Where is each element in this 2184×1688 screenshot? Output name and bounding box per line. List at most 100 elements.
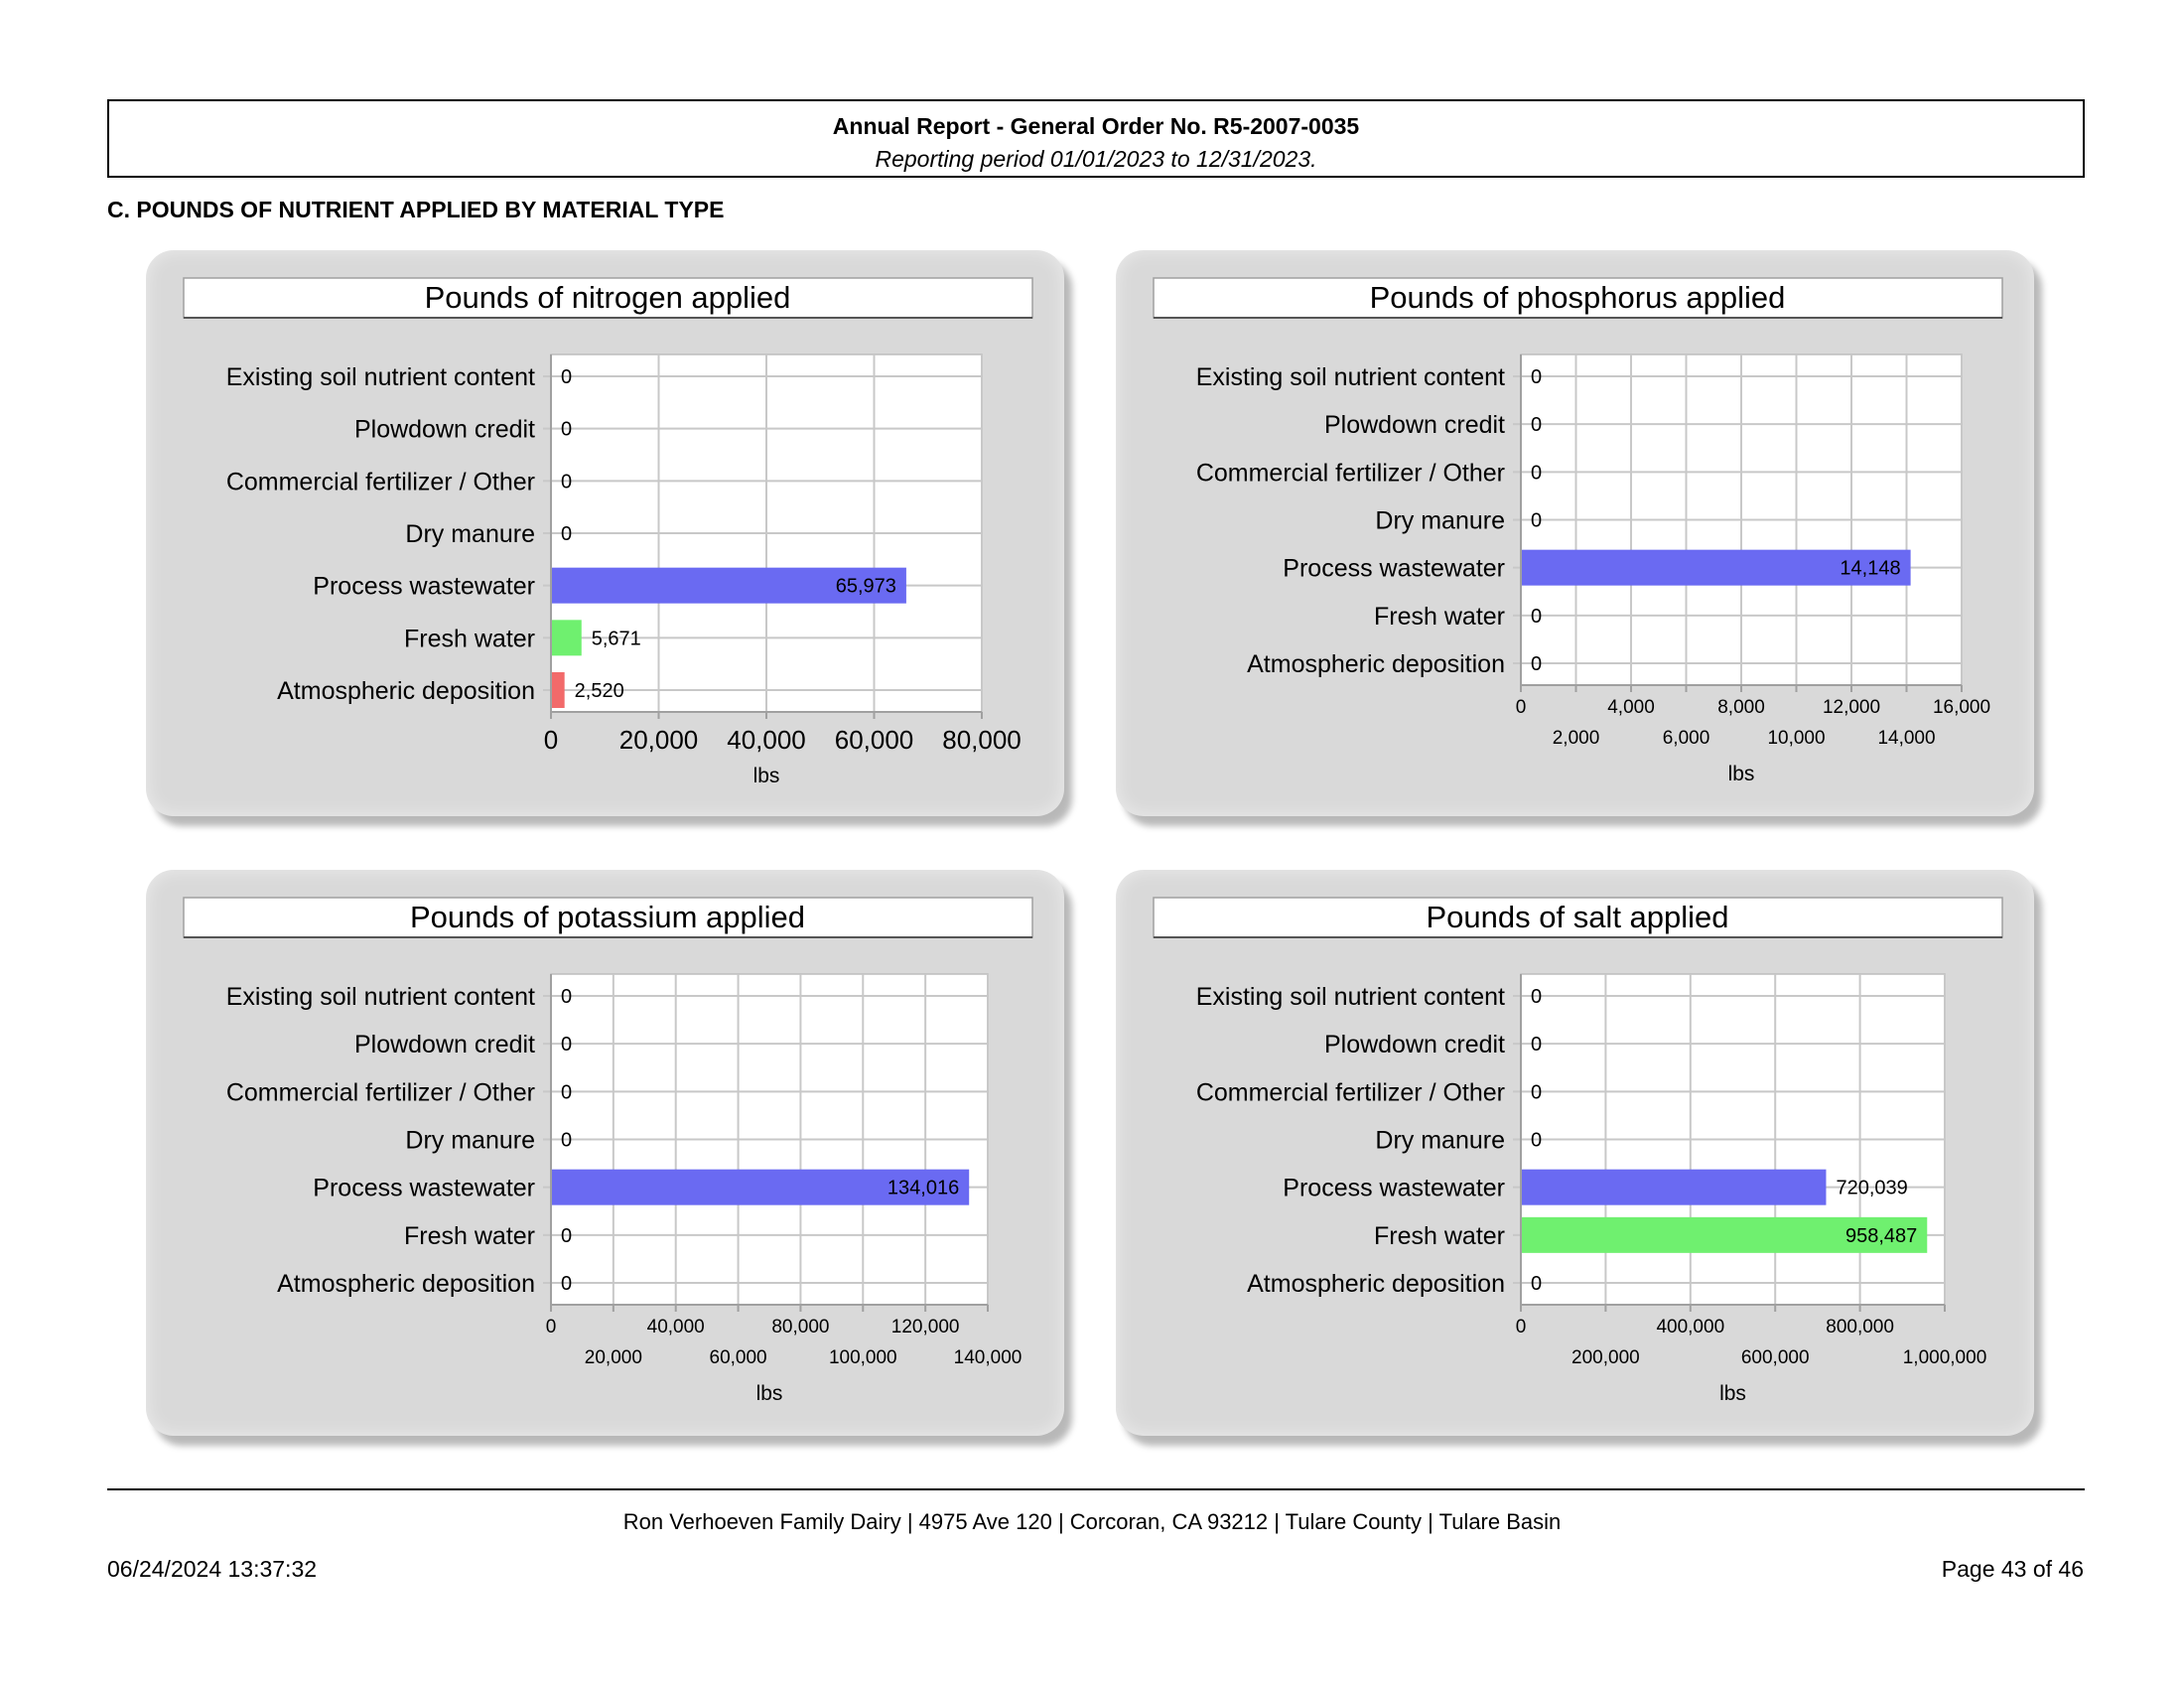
x-tick-label: 6,000: [1663, 728, 1710, 749]
bar-value-label: 14,148: [1840, 558, 1900, 580]
x-tick-label: 100,000: [829, 1347, 897, 1368]
x-tick-label: 400,000: [1656, 1317, 1724, 1337]
chart-title-box: [183, 277, 1033, 319]
category-label: Dry manure: [1375, 507, 1505, 535]
bar-value-label: 2,520: [575, 680, 624, 702]
category-label: Process wastewater: [313, 1175, 535, 1202]
chart-title-box: [1153, 897, 2003, 938]
bar-value-label: 0: [561, 471, 572, 492]
bar-value-label: 0: [561, 1273, 572, 1295]
section-heading: C. POUNDS OF NUTRIENT APPLIED BY MATERIA…: [107, 197, 725, 222]
bar-value-label: 0: [561, 366, 572, 388]
x-tick-label: 0: [546, 1317, 557, 1337]
category-label: Atmospheric deposition: [277, 677, 535, 705]
bar: [551, 567, 906, 604]
bar-value-label: 0: [1531, 1130, 1542, 1152]
bar-value-label: 720,039: [1836, 1178, 1907, 1199]
category-label: Plowdown credit: [354, 1031, 535, 1058]
x-tick-label: 0: [544, 725, 558, 755]
x-tick-label: 140,000: [954, 1347, 1023, 1368]
category-label: Dry manure: [405, 520, 535, 548]
category-label: Process wastewater: [313, 573, 535, 601]
x-tick-label: 0: [1516, 1317, 1527, 1337]
x-tick-label: 600,000: [1741, 1347, 1810, 1368]
category-label: Existing soil nutrient content: [1196, 983, 1505, 1011]
x-tick-label: 10,000: [1767, 728, 1825, 749]
bar-value-label: 0: [1531, 510, 1542, 532]
category-label: Existing soil nutrient content: [1196, 363, 1505, 391]
x-tick-label: 40,000: [647, 1317, 705, 1337]
x-axis-title: lbs: [756, 1382, 783, 1405]
category-label: Dry manure: [1375, 1127, 1505, 1155]
chart-title-box: [1153, 277, 2003, 319]
bar: [551, 620, 582, 656]
chart-panel-nitrogen: Pounds of nitrogen applied Existing soil …: [146, 250, 1064, 816]
x-tick-label: 60,000: [835, 725, 914, 755]
category-label: Process wastewater: [1283, 555, 1505, 583]
x-tick-label: 120,000: [891, 1317, 960, 1337]
x-tick-label: 60,000: [710, 1347, 767, 1368]
category-label: Atmospheric deposition: [1247, 650, 1505, 678]
x-tick-label: 80,000: [771, 1317, 829, 1337]
bar-value-label: 5,671: [592, 628, 641, 649]
x-tick-label: 800,000: [1826, 1317, 1894, 1337]
bar: [551, 672, 565, 708]
chart-title: Pounds of phosphorus applied: [1370, 280, 1786, 315]
bar-value-label: 0: [1531, 986, 1542, 1008]
x-tick-label: 0: [1516, 697, 1527, 718]
footer-page-number: Page 43 of 46: [1941, 1556, 2084, 1582]
bar-value-label: 65,973: [836, 576, 896, 598]
chart-title: Pounds of potassium applied: [410, 900, 805, 934]
category-label: Process wastewater: [1283, 1175, 1505, 1202]
x-tick-label: 2,000: [1553, 728, 1600, 749]
category-label: Commercial fertilizer / Other: [226, 1078, 535, 1106]
bar: [1521, 1216, 1928, 1253]
category-label: Existing soil nutrient content: [226, 363, 535, 391]
chart-title: Pounds of salt applied: [1426, 900, 1728, 934]
category-label: Atmospheric deposition: [1247, 1270, 1505, 1298]
footer-timestamp: 06/24/2024 13:37:32: [107, 1556, 318, 1582]
x-tick-label: 16,000: [1933, 697, 1990, 718]
category-label: Fresh water: [1374, 1222, 1505, 1250]
category-label: Plowdown credit: [1324, 411, 1505, 439]
bar-value-label: 958,487: [1845, 1225, 1917, 1247]
category-label: Dry manure: [405, 1127, 535, 1155]
bar-value-label: 0: [1531, 1273, 1542, 1295]
bar-value-label: 134,016: [887, 1178, 959, 1199]
chart-panel-phosphorus: Pounds of phosphorus applied Existing soi…: [1116, 250, 2034, 816]
chart-title: Pounds of nitrogen applied: [425, 280, 791, 315]
x-tick-label: 40,000: [727, 725, 806, 755]
chart-svg-salt: Pounds of salt applied Existing soil nutr…: [1153, 897, 2003, 1405]
x-tick-label: 14,000: [1877, 728, 1935, 749]
bar-value-label: 0: [561, 523, 572, 545]
chart-svg-phosphorus: Pounds of phosphorus applied Existing soi…: [1153, 277, 2003, 785]
chart-panel-salt: Pounds of salt applied Existing soil nutr…: [1116, 870, 2034, 1436]
bar-value-label: 0: [1531, 653, 1542, 675]
bar-value-label: 0: [1531, 462, 1542, 484]
bar-value-label: 0: [561, 1034, 572, 1055]
category-label: Commercial fertilizer / Other: [1196, 1078, 1505, 1106]
chart-svg-potassium: Pounds of potassium applied Existing soil…: [183, 897, 1033, 1405]
footer-divider: [107, 1488, 2085, 1490]
bar: [551, 1169, 970, 1205]
category-label: Fresh water: [1374, 603, 1505, 631]
chart-panel-potassium: Pounds of potassium applied Existing soil…: [146, 870, 1064, 1436]
bar-value-label: 0: [1531, 366, 1542, 388]
x-tick-label: 20,000: [585, 1347, 642, 1368]
category-label: Commercial fertilizer / Other: [226, 468, 535, 495]
reporting-period: Reporting period 01/01/2023 to 12/31/202…: [875, 146, 1317, 172]
category-label: Fresh water: [404, 1222, 535, 1250]
bar-value-label: 0: [1531, 414, 1542, 436]
report-header: Annual Report - General Order No. R5-200…: [107, 99, 2085, 178]
x-tick-label: 20,000: [619, 725, 699, 755]
x-tick-label: 1,000,000: [1903, 1347, 1987, 1368]
category-label: Atmospheric deposition: [277, 1270, 535, 1298]
chart-svg-nitrogen: Pounds of nitrogen applied Existing soil …: [183, 277, 1033, 787]
category-label: Plowdown credit: [1324, 1031, 1505, 1058]
x-tick-label: 200,000: [1571, 1347, 1640, 1368]
bar-value-label: 0: [561, 1081, 572, 1103]
bar-value-label: 0: [1531, 606, 1542, 628]
x-tick-label: 8,000: [1717, 697, 1765, 718]
category-label: Plowdown credit: [354, 416, 535, 444]
x-axis-title: lbs: [1728, 763, 1755, 785]
